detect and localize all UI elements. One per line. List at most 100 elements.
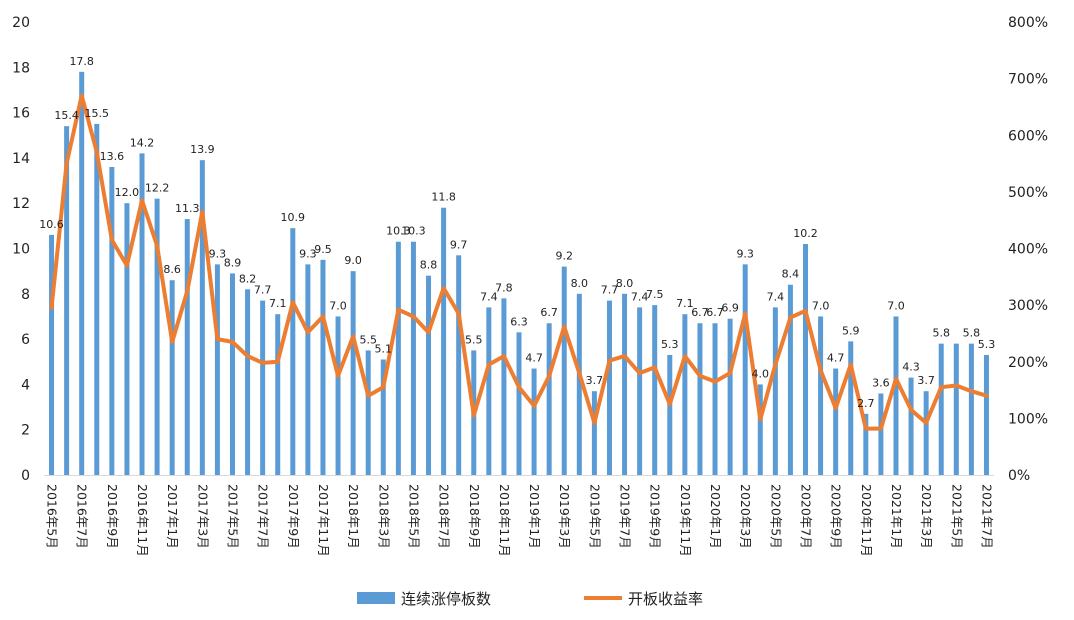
bar <box>787 284 793 475</box>
bar <box>184 219 190 475</box>
y-left-tick-label: 14 <box>12 151 30 167</box>
bar <box>79 71 85 475</box>
data-label: 7.4 <box>631 290 649 303</box>
x-tick-label: 2019年5月 <box>587 484 602 549</box>
data-label: 13.9 <box>190 143 215 156</box>
y-left-tick-label: 0 <box>21 468 30 484</box>
y-right-tick-label: 400% <box>1008 242 1048 258</box>
bar <box>275 314 281 475</box>
bar <box>591 391 597 475</box>
y-left-tick-label: 8 <box>21 287 30 303</box>
bar <box>757 384 763 475</box>
bar <box>154 198 160 476</box>
y-left-tick-label: 2 <box>21 423 30 439</box>
bar <box>893 316 899 475</box>
y-right-tick-label: 100% <box>1008 411 1048 427</box>
y-right-tick-label: 0% <box>1008 468 1030 484</box>
bar <box>486 307 492 475</box>
data-label: 9.2 <box>555 250 573 263</box>
x-tick-label: 2019年9月 <box>648 484 663 549</box>
data-label: 9.3 <box>209 247 227 260</box>
data-label: 3.7 <box>917 374 935 387</box>
y-left-tick-label: 4 <box>21 377 30 393</box>
data-label: 8.6 <box>163 263 181 276</box>
bar <box>335 316 341 475</box>
y-left-tick-label: 10 <box>12 242 30 258</box>
bar <box>546 323 552 475</box>
x-tick-label: 2018年11月 <box>497 484 512 557</box>
data-label: 6.9 <box>721 302 739 315</box>
x-tick-label: 2020年9月 <box>829 484 844 549</box>
data-label: 11.8 <box>431 191 456 204</box>
x-tick-label: 2018年3月 <box>376 484 391 549</box>
bar <box>637 307 643 475</box>
bar <box>667 354 673 475</box>
bar <box>878 393 884 475</box>
bar <box>49 234 55 475</box>
data-label: 3.7 <box>586 374 604 387</box>
x-tick-label: 2019年7月 <box>618 484 633 549</box>
x-tick-label: 2019年11月 <box>678 484 693 557</box>
x-tick-label: 2016年11月 <box>135 484 150 557</box>
bar <box>923 391 929 475</box>
bar <box>742 264 748 475</box>
bar <box>214 264 220 475</box>
data-label: 9.5 <box>314 243 332 256</box>
bar <box>803 243 809 475</box>
data-label: 15.5 <box>85 107 110 120</box>
bar <box>727 318 733 475</box>
bar <box>456 255 462 475</box>
bar <box>169 280 175 475</box>
x-tick-label: 2017年9月 <box>286 484 301 549</box>
bar <box>818 316 824 475</box>
bar <box>697 323 703 475</box>
x-tick-label: 2021年1月 <box>889 484 904 549</box>
bar <box>531 368 537 475</box>
x-tick-label: 2021年5月 <box>949 484 964 549</box>
bar <box>290 228 296 475</box>
bar <box>908 377 914 475</box>
x-tick-label: 2017年5月 <box>225 484 240 549</box>
y-left-tick-label: 18 <box>12 60 30 76</box>
x-tick-label: 2021年3月 <box>919 484 934 549</box>
data-label: 5.8 <box>932 327 950 340</box>
x-tick-label: 2018年1月 <box>346 484 361 549</box>
bar <box>229 273 235 475</box>
bar <box>64 126 70 475</box>
data-label: 4.7 <box>827 352 845 365</box>
data-label: 6.7 <box>706 306 724 319</box>
bar <box>94 123 100 476</box>
x-tick-label: 2020年3月 <box>738 484 753 549</box>
x-tick-label: 2017年7月 <box>256 484 271 549</box>
data-label: 8.8 <box>420 259 438 272</box>
data-label: 4.0 <box>752 367 770 380</box>
y-right-tick-label: 800% <box>1008 15 1048 31</box>
legend-bar-label: 连续涨停板数 <box>401 590 491 608</box>
data-label: 12.0 <box>115 186 140 199</box>
data-label: 7.0 <box>887 299 905 312</box>
y-left-tick-label: 16 <box>12 106 30 122</box>
data-label: 17.8 <box>69 55 94 68</box>
x-tick-label: 2017年3月 <box>195 484 210 549</box>
data-label: 5.1 <box>375 342 393 355</box>
bar <box>441 207 447 476</box>
bar <box>682 314 688 475</box>
data-label: 7.0 <box>812 299 830 312</box>
bar <box>833 368 839 475</box>
x-tick-label: 2018年9月 <box>467 484 482 549</box>
y-right-tick-label: 200% <box>1008 355 1048 371</box>
x-tick-label: 2021年7月 <box>979 484 994 549</box>
data-label: 11.3 <box>175 202 200 215</box>
data-label: 10.6 <box>39 218 64 231</box>
data-label: 5.5 <box>359 333 377 346</box>
bar <box>848 341 854 475</box>
data-label: 7.7 <box>254 284 272 297</box>
data-label: 5.9 <box>842 324 860 337</box>
data-label: 7.5 <box>646 288 664 301</box>
bar <box>350 271 356 475</box>
data-label: 15.4 <box>54 109 79 122</box>
data-label: 6.7 <box>691 306 709 319</box>
data-label: 8.0 <box>616 277 634 290</box>
